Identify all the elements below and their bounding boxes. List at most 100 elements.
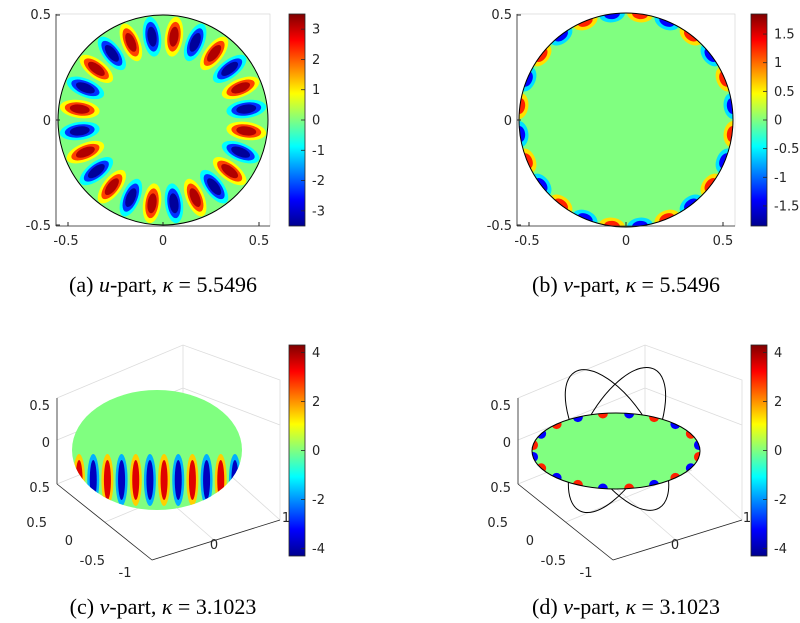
colorbar-tick-label: -1 — [774, 171, 787, 186]
colorbar-c-ticks: 4 2 0 -2 -4 — [301, 346, 325, 557]
y-tick-label-b-2: -0.5 — [487, 219, 512, 234]
colorbar-d-ticks: 4 2 0 -2 -4 — [763, 346, 787, 557]
lobe-a — [189, 188, 201, 208]
stripe-c — [160, 460, 168, 500]
lobes-a — [59, 16, 267, 224]
y-tick-label-c-2: -0.5 — [80, 554, 105, 569]
panel-c: 0.5 0 0.5 0.5 0 -0.5 -1 0 1 4 2 0 -2 -4 (c) … — [26, 344, 325, 619]
x-tick-label-b-1: 0 — [622, 234, 630, 249]
x-axis-ticks-b: -0.5 0 0.5 — [514, 222, 735, 249]
lobe-a — [169, 193, 179, 214]
x-tick-label-b-0: -0.5 — [514, 234, 539, 249]
colorbar-tick-label: -2 — [774, 493, 787, 508]
colorbar-tick-label: 0 — [774, 444, 782, 459]
caption-a: (a) u-part, κ = 5.5496 — [69, 272, 257, 297]
lobe-a — [236, 104, 257, 114]
colorbar-tick-label: 1.5 — [774, 28, 795, 43]
lobe-a — [231, 82, 251, 94]
y-tick-label-c-0: 0.5 — [26, 516, 47, 531]
caption-c: (c) v-part, κ = 3.1023 — [70, 594, 257, 619]
lobe-a — [207, 44, 222, 62]
colorbar-tick-label: 2 — [774, 395, 782, 410]
axes-3d-d — [517, 398, 743, 561]
stripe-c — [118, 460, 126, 500]
x-tick-label-a-2: 0.5 — [249, 234, 270, 249]
lobe-a — [221, 164, 239, 179]
lobe-a — [69, 126, 90, 136]
lobe-a — [87, 164, 105, 179]
x-tick-label-a-0: -0.5 — [53, 234, 78, 249]
stripe-c — [146, 460, 154, 500]
lobe-a — [104, 44, 119, 62]
x-tick-label-d-2: 1 — [743, 511, 751, 526]
x-tick-label-c-2: 1 — [282, 511, 290, 526]
lobe-a — [75, 82, 95, 94]
panel-b: -0.5 0 0.5 0.5 0 -0.5 1.5 1 0.5 0 -0.5 -1 -1.5… — [487, 8, 800, 297]
colorbar-tick-label: -0.5 — [774, 142, 799, 157]
caption-d: (d) v-part, κ = 3.1023 — [532, 594, 720, 619]
lobe-a — [87, 61, 105, 76]
stripe-c — [132, 460, 140, 500]
lobe-a — [75, 146, 95, 158]
colorbar-a-ticks: 3 2 1 0 -1 -2 -3 — [301, 23, 325, 219]
y-axis-ticks-b: 0.5 0 -0.5 — [487, 8, 521, 234]
colorbar-tick-label: 3 — [312, 23, 320, 38]
lobe-a — [236, 126, 257, 136]
stripe-c — [174, 460, 182, 500]
colorbar-tick-label: 0 — [312, 114, 320, 129]
y-tick-label-a-0: 0.5 — [30, 8, 51, 23]
colorbar-tick-label: 2 — [312, 53, 320, 68]
colorbar-tick-label: 4 — [774, 346, 782, 361]
z-tick-label-c-1: 0 — [42, 436, 50, 451]
lobe-a — [69, 104, 90, 114]
x-tick-label-d-1: 0 — [671, 538, 679, 553]
disk-a — [58, 15, 268, 225]
x-tick-label-c-1: 0 — [210, 538, 218, 553]
y-axis-ticks-a: 0.5 0 -0.5 — [26, 8, 60, 234]
x-tick-label-a-1: 0 — [159, 234, 167, 249]
stripe-c — [103, 460, 111, 500]
y-tick-label-c-1: 0 — [65, 534, 73, 549]
lobe-a — [231, 146, 251, 158]
lobe-a — [147, 193, 157, 214]
stripe-c — [89, 460, 97, 500]
colorbar-tick-label: -2 — [312, 493, 325, 508]
colorbar-b-ticks: 1.5 1 0.5 0 -0.5 -1 -1.5 — [763, 28, 799, 214]
colorbar-tick-label: 2 — [312, 395, 320, 410]
y-tick-label-d-0: 0.5 — [487, 516, 508, 531]
y-tick-label-b-0: 0.5 — [491, 8, 512, 23]
panel-d: 0.5 0 0.5 0.5 0 -0.5 -1 0 1 4 2 0 -2 -4 (d) … — [487, 344, 787, 619]
disk-d-outline — [531, 412, 701, 490]
colorbar-a: 3 2 1 0 -1 -2 -3 — [288, 13, 325, 227]
axes-3d-c — [56, 398, 281, 561]
y-tick-label-a-2: -0.5 — [26, 219, 51, 234]
colorbar-b: 1.5 1 0.5 0 -0.5 -1 -1.5 — [750, 13, 799, 227]
z-tick-label-c-0: 0.5 — [29, 399, 50, 414]
x-axis-ticks-a: -0.5 0 0.5 — [53, 222, 270, 249]
colorbar-tick-label: -4 — [312, 542, 325, 557]
y-tick-label-d-1: 0 — [526, 534, 534, 549]
colorbar-tick-label: -1 — [312, 144, 325, 159]
lobe-a — [169, 26, 179, 47]
colorbar-tick-label: 0 — [774, 114, 782, 129]
z-tick-label-d-1: 0 — [503, 436, 511, 451]
sphere-c — [72, 390, 242, 510]
stripe-c — [75, 460, 83, 500]
colorbar-tick-label: 1 — [312, 83, 320, 98]
x-tick-label-b-2: 0.5 — [713, 234, 734, 249]
y-tick-label-b-1: 0 — [504, 114, 512, 129]
colorbar-tick-label: -4 — [774, 542, 787, 557]
lobe-a — [125, 32, 137, 52]
caption-b: (b) v-part, κ = 5.5496 — [532, 272, 720, 297]
lobe-a — [104, 178, 119, 196]
stripe-c — [217, 460, 225, 500]
colorbar-d: 4 2 0 -2 -4 — [750, 344, 787, 557]
lobe-a — [207, 178, 222, 196]
colorbar-tick-label: 0.5 — [774, 85, 795, 100]
y-tick-label-d-2: -0.5 — [541, 554, 566, 569]
lobe-a — [221, 61, 239, 76]
stripe-c — [203, 460, 211, 500]
colorbar-tick-label: -3 — [312, 204, 325, 219]
disk-d — [532, 413, 700, 489]
colorbar-tick-label: 4 — [312, 346, 320, 361]
